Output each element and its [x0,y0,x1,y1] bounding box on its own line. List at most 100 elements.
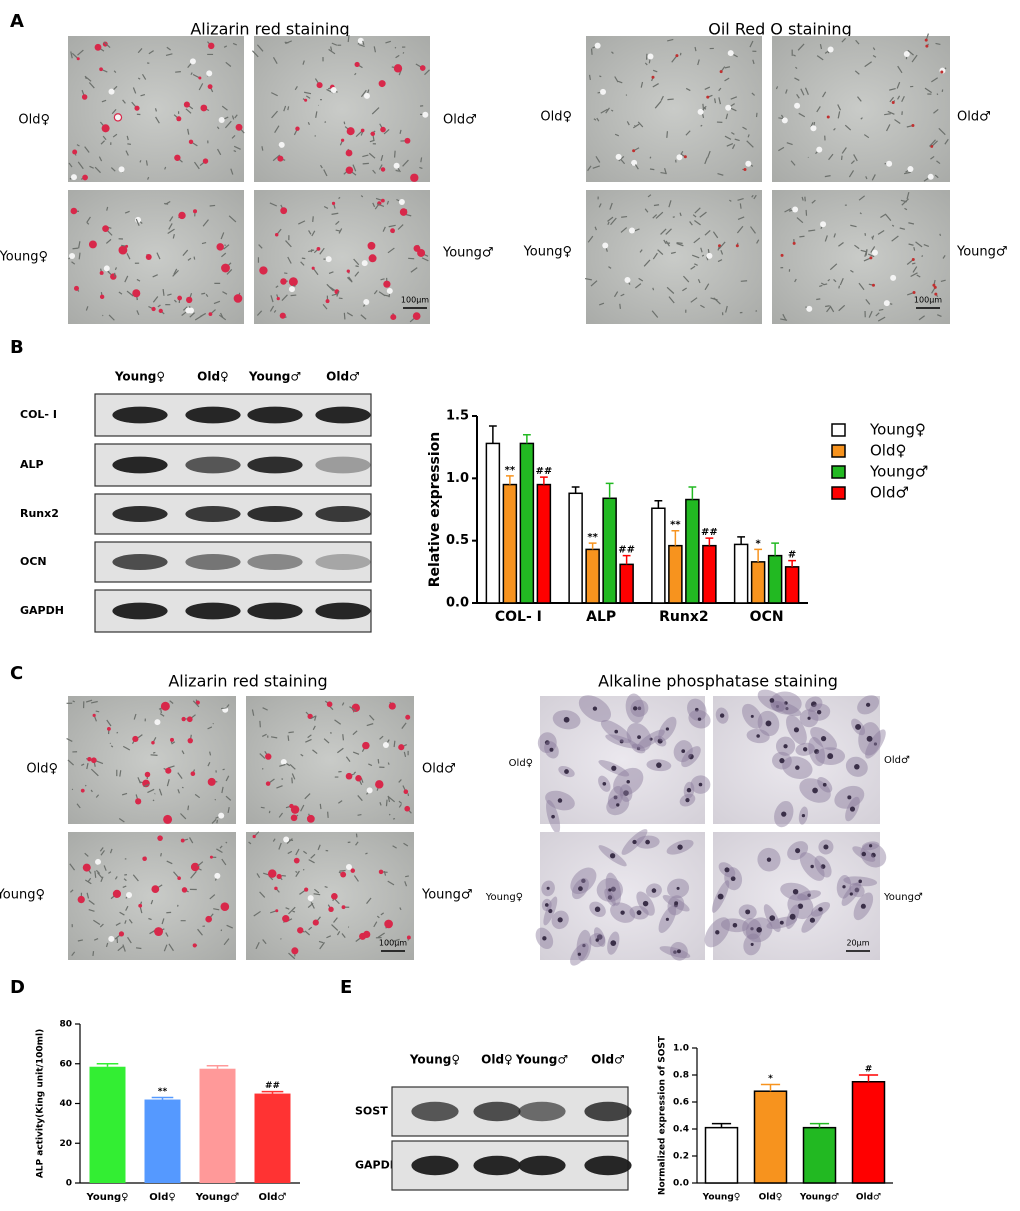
cell [153,800,154,801]
panel-title: Oil Red O staining [708,20,851,39]
bar [786,567,799,603]
error-bar [606,483,614,498]
stain [151,885,159,893]
nucleus [681,749,685,753]
stain [280,207,287,214]
stain [174,155,180,161]
stain [675,54,678,57]
scale-label: 100μm [379,939,407,948]
stain [632,149,635,152]
cell [288,106,289,110]
stain [326,299,330,303]
x-tick-label: Old♀ [759,1193,783,1203]
nucleus [751,943,754,946]
error-bar [688,487,696,499]
halo [346,864,352,870]
image-label: Old♂ [443,113,477,128]
error-bar [506,476,514,485]
stain [138,904,142,908]
nucleus [842,885,845,888]
bar [586,549,599,603]
x-tick-label: Old♂ [258,1192,286,1203]
micrograph-background [586,190,762,324]
stain [277,874,282,879]
nucleus [610,853,615,858]
stain [375,780,383,788]
error-bar [737,537,745,544]
scale-label: 100μm [914,296,942,305]
stain [307,815,315,823]
stain [159,309,163,313]
stain [652,76,655,79]
nucleus [847,795,851,799]
halo [387,288,393,294]
stain [210,856,213,859]
blot-band [247,554,302,570]
stain [146,254,152,260]
nucleus [861,904,866,909]
stain [100,295,104,299]
error-bar [262,1092,284,1094]
nucleus [866,703,870,707]
stain [368,242,376,250]
error-bar [705,538,713,545]
nucleus [780,921,784,925]
stain [359,933,366,940]
stain [291,815,298,822]
stain [142,856,147,861]
bar [755,1091,787,1183]
halo [595,43,601,49]
y-tick-label: 0 [66,1179,72,1189]
nucleus [770,698,775,703]
stain [706,96,709,99]
bar [90,1067,126,1183]
cell [825,306,830,307]
halo [394,163,400,169]
halo [188,308,194,314]
y-tick-label: 0.2 [673,1152,689,1162]
cell [592,49,593,55]
x-tick-label: Old♀ [149,1192,175,1203]
cell [151,755,158,756]
error-bar [754,549,762,561]
nucleus [611,766,616,771]
cell [95,871,96,878]
nucleus [858,880,862,884]
micrograph [713,685,890,830]
cell [79,253,80,260]
stain [736,244,739,247]
nucleus [756,734,760,738]
stain [113,890,121,898]
blot-band [315,603,370,620]
blot-row-label: ALP [20,458,44,471]
stain [383,281,390,288]
halo [602,242,608,248]
cell [226,842,227,843]
stain [317,247,321,251]
x-tick-label: ALP [586,609,616,625]
nucleus [564,717,570,723]
stain [394,64,402,72]
nucleus [812,788,818,794]
nucleus [637,910,642,915]
bar [603,498,616,603]
stain [181,717,185,721]
image-label: Old♂ [957,110,991,125]
nucleus [666,918,669,921]
stain [380,127,386,133]
y-tick-label: 1.0 [446,471,469,486]
stain [102,225,109,232]
nucleus [803,747,807,751]
stain [135,798,141,804]
halo [698,109,704,115]
stain [274,887,278,891]
blot-band [185,407,240,424]
blot-band [247,603,302,620]
nucleus [715,930,719,934]
halo [206,70,212,76]
y-tick-label: 0.0 [446,596,469,611]
nucleus [578,886,583,891]
blot-band [112,554,167,570]
micrograph [537,690,714,835]
halo [108,936,114,942]
